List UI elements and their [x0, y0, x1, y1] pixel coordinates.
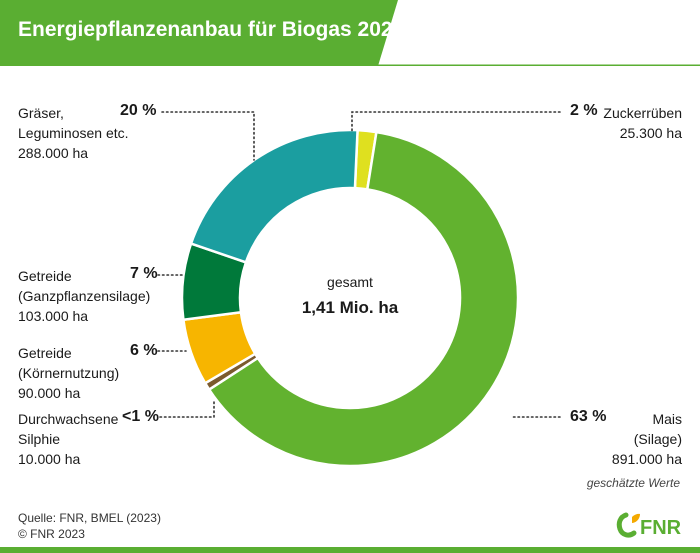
pct-mais: 63 % [570, 408, 607, 425]
label-korn-line1: Getreide [18, 345, 72, 361]
chart-title: Energiepflanzenanbau für Biogas 2022 [18, 18, 405, 41]
estimate-note: geschätzte Werte [586, 476, 680, 490]
copyright-line: © FNR 2023 [18, 527, 85, 541]
label-mais-area: 891.000 ha [611, 451, 682, 467]
label-graeser-line1: Gräser, [18, 105, 64, 121]
fnr-logo: FNR [616, 511, 688, 539]
fnr-logo-text: FNR [640, 517, 682, 539]
pct-korn: 6 % [130, 342, 158, 359]
label-gps-line1: Getreide [18, 268, 72, 284]
leader-line-0 [161, 111, 255, 161]
label-zucker-area: 25.300 ha [619, 125, 682, 141]
pct-graeser: 20 % [120, 102, 157, 119]
title-banner-shape [0, 0, 700, 66]
pct-zucker: 2 % [570, 102, 598, 119]
donut-slice-5 [189, 128, 359, 264]
label-graeser-area: 288.000 ha [18, 145, 89, 161]
label-mais-line2: (Silage) [633, 431, 682, 447]
leader-line-1 [351, 111, 561, 133]
donut-slice-1 [207, 130, 520, 468]
label-silphie: Durchwachsene Silphie 10.000 ha [18, 409, 118, 469]
label-zucker-line1: Zuckerrüben [603, 105, 682, 121]
label-zucker: Zuckerrüben 25.300 ha [603, 103, 682, 143]
label-gps-line2: (Ganzpflanzensilage) [18, 288, 151, 304]
label-gps-area: 103.000 ha [18, 308, 89, 324]
center-label: gesamt [327, 274, 373, 290]
source-note: Quelle: FNR, BMEL (2023) © FNR 2023 [18, 510, 161, 542]
label-silphie-line1: Durchwachsene [18, 411, 119, 427]
source-line: Quelle: FNR, BMEL (2023) [18, 511, 161, 525]
label-silphie-line2: Silphie [18, 431, 61, 447]
pct-gps: 7 % [130, 265, 158, 282]
label-gps: Getreide (Ganzpflanzensilage) 103.000 ha [18, 266, 150, 326]
leader-line-4 [159, 401, 215, 418]
label-korn-area: 90.000 ha [18, 385, 81, 401]
label-mais-line1: Mais [652, 411, 682, 427]
label-graeser-line2: Leguminosen etc. [18, 125, 129, 141]
bottom-accent-bar [0, 547, 700, 553]
fnr-logo-icon: FNR [616, 512, 682, 539]
pct-silphie: <1 % [122, 408, 159, 425]
label-graeser: Gräser, Leguminosen etc. 288.000 ha [18, 103, 129, 163]
label-mais: Mais (Silage) 891.000 ha [612, 409, 682, 469]
title-banner: Energiepflanzenanbau für Biogas 2022 [0, 0, 700, 66]
label-korn-line2: (Körnernutzung) [18, 365, 120, 381]
label-korn: Getreide (Körnernutzung) 90.000 ha [18, 343, 119, 403]
label-silphie-area: 10.000 ha [18, 451, 81, 467]
center-total: 1,41 Mio. ha [301, 298, 399, 317]
